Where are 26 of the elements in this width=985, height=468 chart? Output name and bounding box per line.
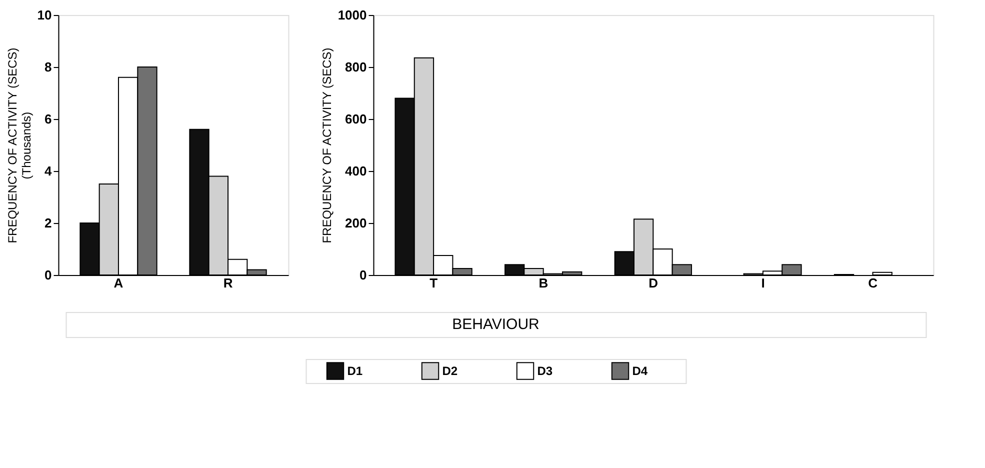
x-tick-label: A xyxy=(114,276,124,290)
legend-label: D4 xyxy=(632,364,648,378)
y-tick-label: 6 xyxy=(44,112,52,126)
legend-label: D3 xyxy=(537,364,553,378)
x-tick-label: B xyxy=(538,276,548,290)
x-tick-label: T xyxy=(430,276,438,290)
y-tick-label: 8 xyxy=(44,60,52,74)
y-axis-title: FREQUENCY OF ACTIVITY (SECS) (Thousands) xyxy=(5,48,34,244)
x-tick-label: D xyxy=(648,276,658,290)
legend-label: D2 xyxy=(442,364,458,378)
y-tick-label: 800 xyxy=(345,60,367,74)
y-tick-label: 1000 xyxy=(338,8,367,22)
y-axis-title: FREQUENCY OF ACTIVITY (SECS) xyxy=(320,48,334,244)
y-tick-label: 0 xyxy=(44,268,52,282)
y-tick-label: 0 xyxy=(360,268,367,282)
x-tick-label: I xyxy=(761,276,765,290)
x-tick-label: C xyxy=(868,276,878,290)
y-tick-label: 400 xyxy=(345,164,367,178)
y-tick-label: 200 xyxy=(345,216,367,230)
y-tick-label: 4 xyxy=(44,164,53,178)
legend-label: D1 xyxy=(347,364,363,378)
x-tick-label: R xyxy=(223,276,234,290)
y-tick-label: 600 xyxy=(345,112,367,126)
x-axis-title: BEHAVIOUR xyxy=(452,316,540,333)
y-tick-label: 2 xyxy=(44,216,52,230)
y-tick-label: 10 xyxy=(37,8,52,22)
